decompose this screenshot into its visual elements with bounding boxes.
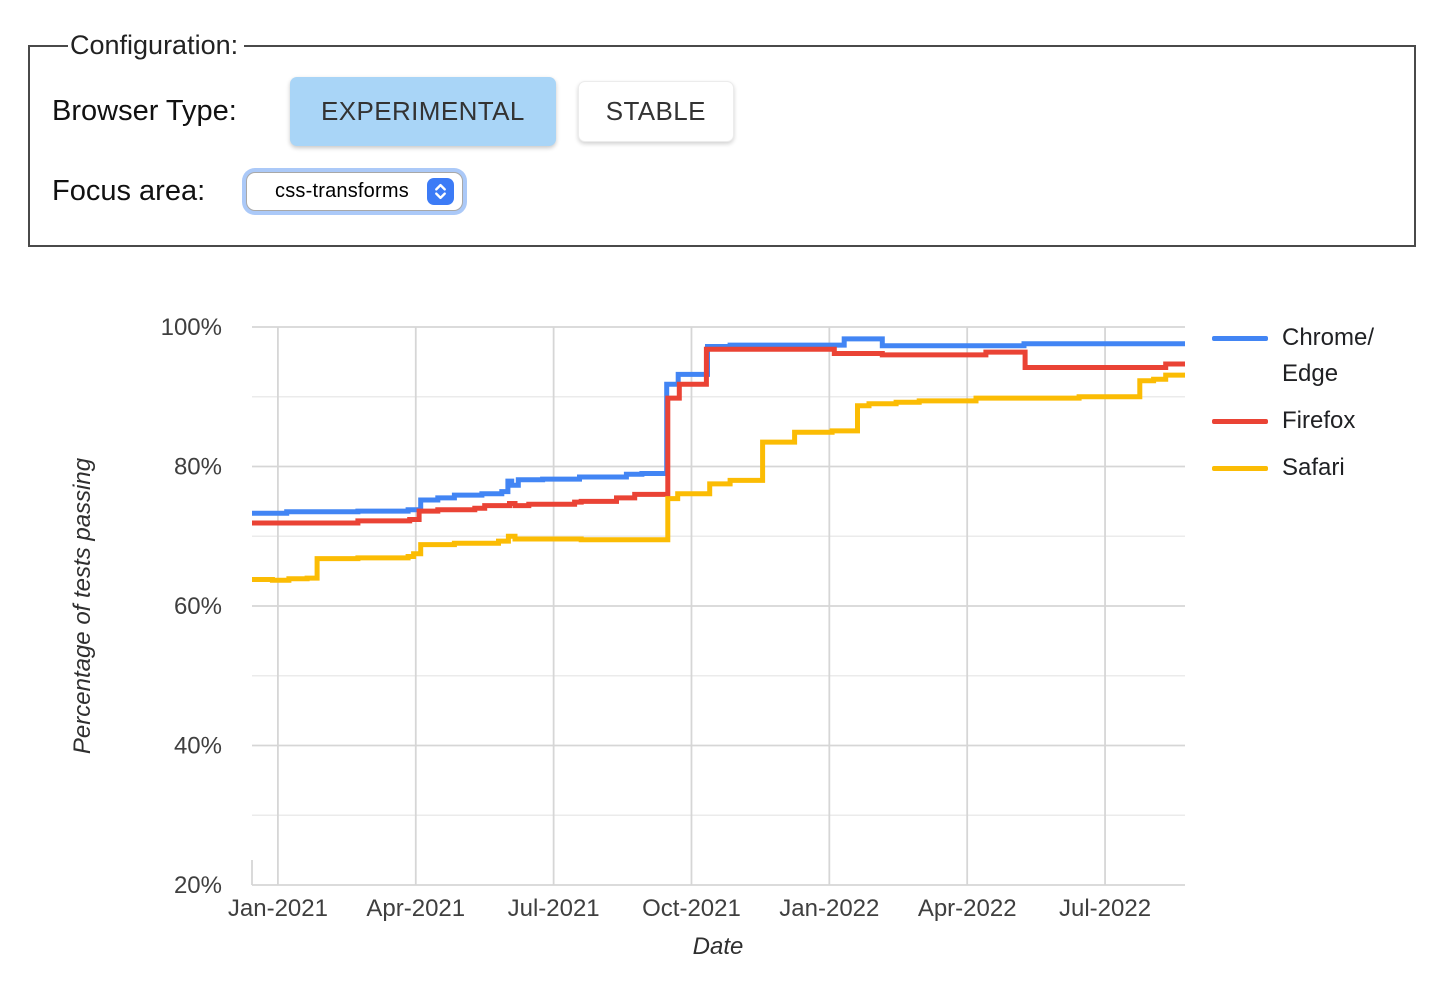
- x-tick-label: Jan-2021: [228, 895, 328, 922]
- legend-label: Safari: [1282, 454, 1345, 481]
- y-tick-label: 100%: [161, 314, 222, 341]
- x-tick-label: Jul-2022: [1059, 895, 1151, 922]
- x-tick-label: Jul-2021: [508, 895, 600, 922]
- y-axis-tick-labels: 20% 40% 60% 80% 100%: [161, 314, 222, 899]
- x-axis-title: Date: [693, 933, 744, 960]
- configuration-panel: Configuration: Browser Type: EXPERIMENTA…: [28, 30, 1416, 247]
- configuration-legend: Configuration:: [70, 30, 239, 60]
- browser-type-label: Browser Type:: [52, 95, 237, 127]
- browser-type-row: Browser Type: EXPERIMENTAL STABLE: [52, 77, 1394, 146]
- legend-swatch: [1212, 466, 1268, 471]
- series-line-chrome-edge: [252, 336, 1185, 516]
- legend-item-safari: Safari: [1212, 450, 1374, 486]
- x-axis-tick-labels: Jan-2021 Apr-2021 Jul-2021 Oct-2021 Jan-2022…: [228, 895, 1151, 922]
- focus-area-row: Focus area: css-transforms: [52, 172, 1394, 211]
- focus-area-label: Focus area:: [52, 175, 206, 207]
- legend-label: Firefox: [1282, 407, 1356, 434]
- legend-item-firefox: Firefox: [1212, 403, 1374, 439]
- legend-item-chrome-edge: Chrome/ Edge: [1212, 320, 1374, 392]
- series-line-firefox: [252, 346, 1185, 526]
- y-axis-title: Percentage of tests passing: [69, 457, 96, 754]
- legend-swatch: [1212, 336, 1268, 341]
- y-tick-label: 60%: [174, 593, 222, 620]
- experimental-button[interactable]: EXPERIMENTAL: [290, 77, 556, 146]
- x-tick-label: Apr-2021: [366, 895, 465, 922]
- stable-button[interactable]: STABLE: [577, 81, 734, 142]
- chart-container: 20% 40% 60% 80% 100% Jan-2021 Apr-2021 Jul-202…: [0, 304, 1440, 972]
- x-tick-label: Oct-2021: [642, 895, 741, 922]
- y-tick-label: 80%: [174, 454, 222, 481]
- major-gridlines: [252, 326, 1185, 886]
- line-chart: 20% 40% 60% 80% 100% Jan-2021 Apr-2021 Jul-202…: [69, 314, 1185, 960]
- x-tick-label: Apr-2022: [918, 895, 1017, 922]
- x-tick-label: Jan-2022: [779, 895, 879, 922]
- y-tick-label: 40%: [174, 733, 222, 760]
- series-line-safari: [252, 372, 1185, 583]
- focus-area-selected-value: css-transforms: [275, 180, 409, 202]
- chart-legend: Chrome/ Edge Firefox Safari: [1212, 320, 1374, 497]
- vertical-gridlines: [251, 327, 1106, 885]
- focus-area-select[interactable]: css-transforms: [246, 172, 463, 211]
- select-stepper-icon: [426, 178, 454, 205]
- legend-label: Chrome/ Edge: [1282, 324, 1375, 387]
- y-tick-label: 20%: [174, 872, 222, 899]
- legend-swatch: [1212, 419, 1268, 424]
- series-lines: [252, 336, 1185, 583]
